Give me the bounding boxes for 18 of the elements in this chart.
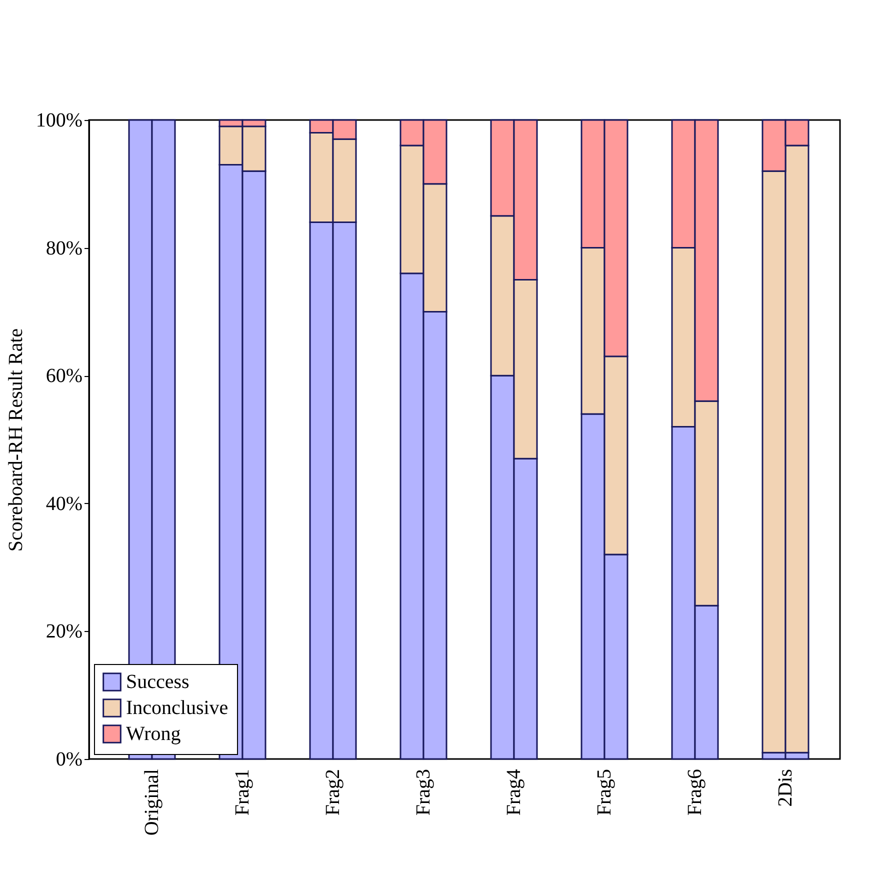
text: Frag1: [232, 769, 254, 816]
text: Original: [141, 768, 163, 836]
y-tick-label: 40%: [46, 492, 82, 515]
legend-label: Success: [126, 671, 190, 693]
text: Frag6: [684, 769, 706, 816]
y-axis-title: Scoreboard-RH Result Rate: [4, 328, 27, 552]
y-tick-label: 60%: [46, 365, 82, 388]
y-tick-label: 0%: [56, 748, 82, 770]
legend-label: Wrong: [126, 723, 181, 745]
y-tick-label: 80%: [46, 237, 82, 260]
text: Frag4: [503, 769, 525, 816]
y-tick-label: 20%: [46, 620, 82, 643]
legend-label: Inconclusive: [126, 697, 228, 719]
y-tick-label: 100%: [36, 110, 82, 132]
text: Frag2: [322, 769, 344, 816]
text: Frag3: [412, 769, 434, 816]
text: Frag5: [594, 769, 616, 816]
text: 2Dis: [774, 768, 796, 807]
